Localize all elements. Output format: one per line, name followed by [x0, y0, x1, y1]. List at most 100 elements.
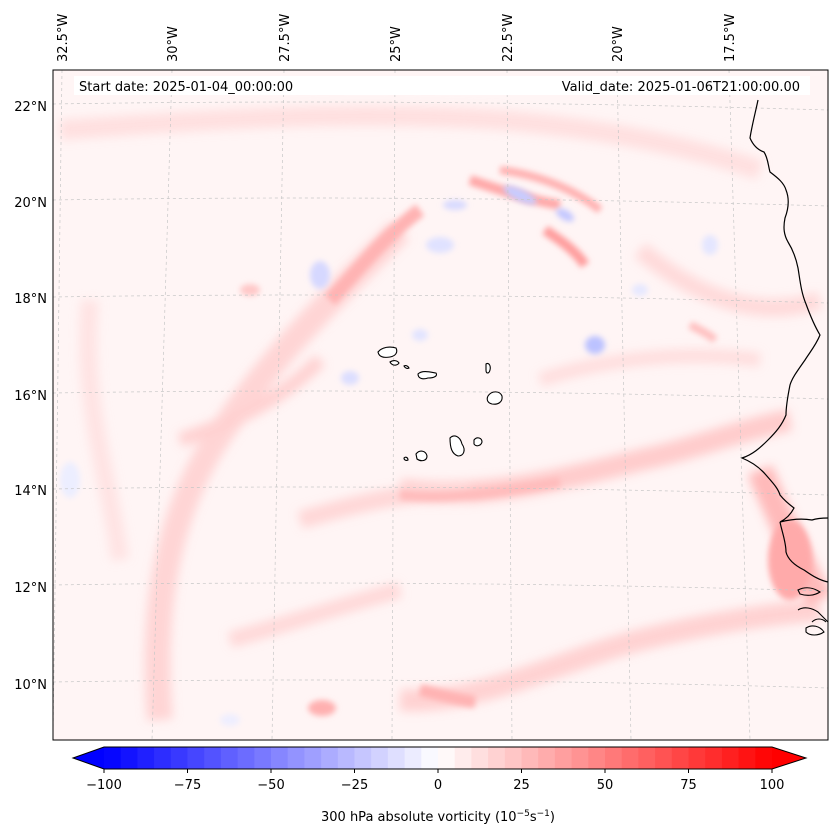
lon-label: 20°W — [611, 26, 626, 62]
colorbar-max-extend — [772, 747, 806, 769]
colorbar-cell — [304, 747, 322, 769]
lon-label: 32.5°W — [56, 14, 71, 62]
lon-label: 25°W — [389, 26, 404, 62]
colorbar-cell — [504, 747, 523, 769]
boa-vista-island — [486, 391, 503, 405]
lat-label: 22°N — [14, 100, 47, 115]
meridian — [616, 70, 632, 740]
colorbar-ticks: −100 −75 −50 −25 0 25 50 75 100 — [86, 769, 784, 793]
colorbar-cell — [271, 747, 289, 769]
meridian — [506, 70, 513, 740]
colorbar-cell — [705, 747, 723, 769]
colorbar-cell — [154, 747, 172, 769]
parallel — [53, 294, 828, 304]
santa-luzia-island — [403, 365, 410, 369]
west-africa-inlet — [797, 587, 821, 596]
colorbar-cell — [454, 747, 472, 769]
meridian — [151, 70, 173, 740]
colorbar-cell — [438, 747, 456, 769]
santo-antao-island — [377, 346, 398, 358]
guinea-bissau-islands — [797, 607, 828, 636]
colorbar-cell — [721, 747, 740, 769]
colorbar-cell — [588, 747, 606, 769]
colorbar-label: 300 hPa absolute vorticity (10−5s−1) — [321, 809, 555, 825]
meridian — [271, 70, 285, 740]
colorbar-tick-label: 0 — [434, 778, 442, 793]
colorbar-tick-label: −100 — [86, 778, 122, 793]
lon-label: 30°W — [166, 26, 181, 62]
parallel — [53, 486, 828, 496]
colorbar-tick-label: −25 — [341, 778, 368, 793]
parallel — [53, 390, 828, 400]
colorbar-cell — [738, 747, 756, 769]
parallel — [53, 582, 828, 592]
colorbar-cell — [755, 747, 773, 769]
meridian — [53, 70, 63, 740]
colorbar-cell — [254, 747, 272, 769]
longitude-labels: 32.5°W 30°W 27.5°W 25°W 22.5°W 20°W 17.5… — [56, 14, 738, 62]
colorbar-tick-label: −75 — [174, 778, 201, 793]
lon-label: 27.5°W — [278, 14, 293, 62]
colorbar-cell — [404, 747, 422, 769]
colorbar-cell — [371, 747, 389, 769]
colorbar-cell — [321, 747, 339, 769]
parallel — [53, 679, 828, 689]
colorbar-cell — [187, 747, 205, 769]
colorbar-tick-label: 100 — [760, 778, 785, 793]
colorbar-cell — [220, 747, 239, 769]
colorbar-cell — [671, 747, 690, 769]
lat-label: 14°N — [14, 484, 47, 499]
meridian — [391, 70, 396, 740]
colorbar-cell — [638, 747, 656, 769]
colorbar-cell — [104, 747, 122, 769]
colorbar-cell — [387, 747, 406, 769]
latitude-labels: 22°N 20°N 18°N 16°N 14°N 12°N 10°N — [14, 100, 47, 693]
header-strip — [74, 76, 810, 95]
colorbar-tick-label: −50 — [257, 778, 284, 793]
maio-island — [473, 437, 483, 447]
colorbar-cell — [170, 747, 189, 769]
colorbar-cell — [521, 747, 539, 769]
santiago-island — [449, 435, 465, 457]
fogo-island — [415, 450, 428, 462]
sao-nicolau-island — [417, 371, 438, 380]
parallel — [53, 197, 828, 207]
colorbar-cells — [104, 747, 773, 769]
colorbar-cell — [621, 747, 639, 769]
colorbar-cell — [688, 747, 706, 769]
lat-label: 12°N — [14, 581, 47, 596]
colorbar-cell — [571, 747, 589, 769]
africa-coastline — [740, 99, 828, 523]
start-date-label: Start date: 2025-01-04_00:00:00 — [79, 80, 293, 95]
lat-label: 16°N — [14, 389, 47, 404]
colorbar-cell — [354, 747, 372, 769]
colorbar-tick-label: 75 — [680, 778, 697, 793]
colorbar-tick-label: 50 — [597, 778, 614, 793]
colorbar-cell — [287, 747, 305, 769]
colorbar-cell — [120, 747, 138, 769]
lat-label: 10°N — [14, 678, 47, 693]
colorbar-cell — [471, 747, 489, 769]
colorbar-cell — [655, 747, 673, 769]
sal-island — [485, 362, 491, 374]
lon-label: 17.5°W — [723, 14, 738, 62]
lat-label: 20°N — [14, 196, 47, 211]
colorbar-cell — [237, 747, 255, 769]
colorbar-cell — [538, 747, 556, 769]
map-panel — [53, 70, 828, 740]
colorbar-cell — [421, 747, 439, 769]
meridian — [728, 70, 751, 740]
africa-coastline-south — [779, 521, 828, 583]
gridlines — [53, 70, 828, 740]
valid-date-label: Valid_date: 2025-01-06T21:00:00.00 — [562, 80, 800, 95]
lon-label: 22.5°W — [501, 14, 516, 62]
map-frame — [52, 69, 829, 741]
colorbar-cell — [488, 747, 506, 769]
colorbar-cell — [337, 747, 356, 769]
colorbar-cell — [137, 747, 155, 769]
cape-verde-islands — [377, 346, 503, 462]
colorbar-cell — [554, 747, 573, 769]
brava-island — [403, 456, 409, 461]
lat-label: 18°N — [14, 292, 47, 307]
